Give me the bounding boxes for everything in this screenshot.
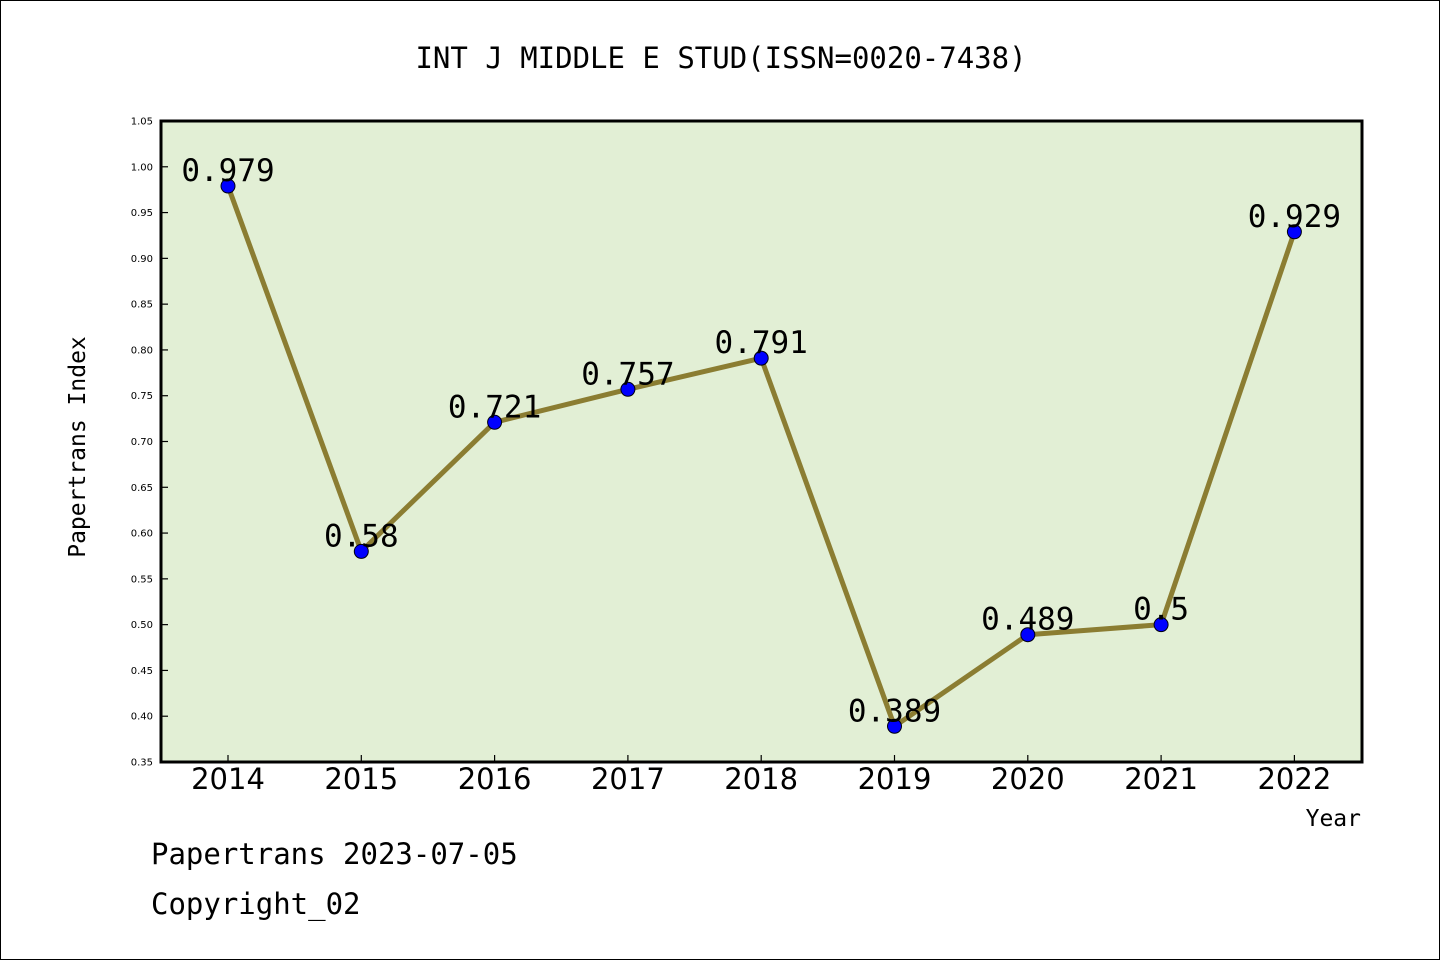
data-label: 0.979 [181, 153, 274, 189]
chart-title: INT J MIDDLE E STUD(ISSN=0020-7438) [415, 41, 1026, 75]
series-group: 0.979 0.58 0.721 0.757 0.791 0.389 0.489 0.5 0.9… [181, 153, 1341, 734]
y-tick-label: 1.05 [131, 117, 153, 128]
y-tick-label: 0.55 [131, 574, 153, 585]
x-tick-label: 2015 [324, 762, 398, 796]
plot-area [159, 119, 1364, 764]
y-tick-label: 0.35 [131, 758, 153, 769]
x-tick-label: 2018 [724, 762, 798, 796]
x-tick-label: 2017 [591, 762, 665, 796]
x-tick-label: 2016 [458, 762, 532, 796]
data-point [753, 350, 769, 366]
data-label: 0.489 [981, 602, 1074, 638]
data-label: 0.757 [581, 356, 674, 392]
y-tick-label: 0.75 [131, 391, 153, 402]
x-tick-label: 2020 [991, 762, 1065, 796]
data-label: 0.5 [1133, 592, 1189, 628]
y-tick-label: 0.65 [131, 483, 153, 494]
x-axis: 2014 2015 2016 2017 2018 2019 2020 2021 2022 [191, 755, 1331, 796]
data-point [1020, 627, 1036, 643]
x-axis-label: Year [1306, 806, 1361, 832]
y-tick-label: 0.45 [131, 666, 153, 677]
footer-copyright: Copyright_02 [151, 887, 361, 922]
x-tick-label: 2019 [858, 762, 932, 796]
data-label: 0.791 [715, 325, 808, 361]
y-axis-label: Papertrans Index [65, 336, 91, 558]
data-label: 0.721 [448, 389, 541, 425]
y-tick-label: 0.95 [131, 208, 153, 219]
data-point [1153, 617, 1169, 633]
footer-date: Papertrans 2023-07-05 [151, 837, 518, 871]
data-point [220, 178, 236, 194]
data-point [353, 543, 369, 559]
x-tick-label: 2014 [191, 762, 265, 796]
data-point [620, 381, 636, 397]
y-tick-label: 0.90 [131, 254, 153, 265]
y-tick-label: 1.00 [131, 162, 153, 173]
x-tick-label: 2021 [1124, 762, 1198, 796]
y-tick-label: 0.60 [131, 529, 153, 540]
y-tick-label: 0.85 [131, 300, 153, 311]
y-tick-label: 0.40 [131, 712, 153, 723]
y-axis: 0.35 0.40 0.45 0.50 0.55 0.60 0.65 0.70 0.75 0.80… [131, 117, 168, 769]
data-label: 0.58 [324, 518, 399, 554]
x-tick-label: 2022 [1257, 762, 1331, 796]
data-point [487, 414, 503, 430]
data-label: 0.389 [848, 693, 941, 729]
data-label: 0.929 [1248, 199, 1341, 235]
data-point [887, 718, 902, 734]
data-point [1286, 224, 1302, 240]
y-tick-label: 0.80 [131, 345, 153, 356]
y-tick-label: 0.70 [131, 437, 153, 448]
y-tick-label: 0.50 [131, 620, 153, 631]
